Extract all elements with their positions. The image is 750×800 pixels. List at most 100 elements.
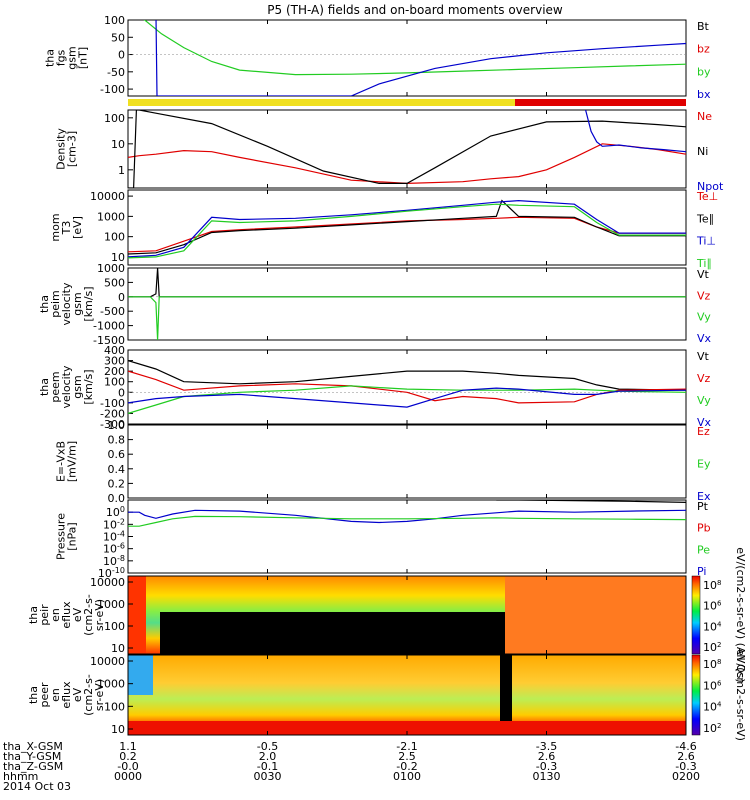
series-Npot xyxy=(585,110,686,153)
y-axis-label: en xyxy=(49,608,62,622)
y-tick-label: 100 xyxy=(104,112,125,125)
axis-tick-X: -2.1 xyxy=(396,740,417,753)
exponent: 4 xyxy=(717,620,722,628)
legend-label: Vz xyxy=(697,289,711,302)
exponent: -6 xyxy=(117,542,125,551)
axis-tick-hhmm: 0130 xyxy=(533,770,561,783)
series-Ni xyxy=(128,110,686,188)
panel-pressure: 10010-210-410-610-810-10Pressure[nPa]PtP… xyxy=(55,499,711,580)
y-axis-label: tha xyxy=(44,49,57,67)
legend-label: Vy xyxy=(697,311,711,324)
legend-label: Bt xyxy=(697,20,710,33)
y-tick-label: 100 xyxy=(104,376,125,389)
y-axis-label: Density xyxy=(55,128,68,170)
y-tick-label: 10000 xyxy=(90,576,125,589)
state-bar-red xyxy=(515,99,686,106)
series-Pt xyxy=(496,500,686,503)
axis-tick-X: -4.6 xyxy=(675,740,696,753)
axis-tick-X: -3.5 xyxy=(536,740,557,753)
y-axis-label: velocity xyxy=(60,282,73,325)
series-Vy xyxy=(128,385,686,414)
y-tick-label: 0 xyxy=(118,291,125,304)
series-Ti∥ xyxy=(128,203,686,259)
y-tick-label: 1000 xyxy=(97,598,125,611)
y-axis-label: [nT] xyxy=(77,47,90,69)
axis-tick-hhmm: 0100 xyxy=(393,770,421,783)
y-tick-label: 10000 xyxy=(90,190,125,203)
exponent: 8 xyxy=(717,579,721,587)
y-axis-label: eV xyxy=(71,607,84,622)
y-tick-label: 100 xyxy=(104,14,125,27)
panel-frame xyxy=(127,267,687,341)
colorbar-tick-label: 102 xyxy=(703,722,721,735)
y-axis-label: Pressure xyxy=(55,513,68,560)
y-axis-label: (cm2-s- xyxy=(82,594,95,636)
exponent: 2 xyxy=(717,722,721,730)
y-tick-label: 0 xyxy=(118,386,125,399)
axis-tick-hhmm: 0000 xyxy=(114,770,142,783)
heatmap-black-region xyxy=(160,612,510,654)
y-axis-label: peer xyxy=(38,682,51,708)
y-axis-label: sr-eV) xyxy=(93,599,106,631)
legend-label: Vz xyxy=(697,372,711,385)
series-Ti⊥ xyxy=(128,199,686,258)
legend-label: Ne xyxy=(697,110,712,123)
y-tick-label: 0.8 xyxy=(108,434,126,447)
colorbar-tick-label: 104 xyxy=(703,620,722,633)
y-axis-label: mom xyxy=(49,213,62,241)
axis-row-label: tha_Z-GSM xyxy=(3,760,63,773)
axis-row-label: tha_Y-GSM xyxy=(3,750,61,763)
panel-frame xyxy=(127,19,687,97)
legend-label: Ti∥ xyxy=(696,257,712,270)
legend-label: Vt xyxy=(697,268,710,281)
colorbar-tick-label: 102 xyxy=(703,641,721,654)
exponent: 2 xyxy=(717,641,721,649)
y-tick-label: 300 xyxy=(104,355,125,368)
y-tick-label: 1.0 xyxy=(108,419,126,432)
legend-label: Pb xyxy=(697,522,711,535)
y-axis-label: T3 xyxy=(60,221,73,236)
y-tick-label: 50 xyxy=(111,31,125,44)
y-axis-label: (cm2-s- xyxy=(82,674,95,716)
axis-tick-Z: -0.3 xyxy=(536,760,557,773)
axis-row-label: hhmm xyxy=(3,770,38,783)
y-tick-label: 400 xyxy=(104,344,125,357)
y-tick-label: 0.4 xyxy=(108,463,126,476)
exponent: -8 xyxy=(117,554,125,563)
y-tick-label: -200 xyxy=(100,407,125,420)
axis-tick-Y: 0.2 xyxy=(119,750,137,763)
legend-label: Pe xyxy=(697,543,710,556)
y-axis-label: peem xyxy=(49,371,62,402)
axis-tick-X: 1.1 xyxy=(119,740,137,753)
axis-tick-Y: 2.6 xyxy=(677,750,695,763)
legend-label: Pi xyxy=(697,565,706,578)
y-axis-label: tha xyxy=(27,606,40,624)
axis-tick-Y: 2.5 xyxy=(398,750,416,763)
y-tick-label: -1000 xyxy=(93,320,125,333)
legend-label: bz xyxy=(697,43,710,56)
exponent: -10 xyxy=(112,566,125,575)
series-Ne xyxy=(128,143,686,185)
y-tick-label: -100 xyxy=(100,397,125,410)
y-tick-label: 10 xyxy=(111,723,125,736)
y-tick-label: 200 xyxy=(104,365,125,378)
heatmap-black-column xyxy=(500,655,512,735)
y-tick-label: 1000 xyxy=(97,262,125,275)
axis-row-label: tha_X-GSM xyxy=(3,740,63,753)
y-axis-label: [eV] xyxy=(71,216,84,239)
exponent: 6 xyxy=(717,679,722,687)
axis-tick-hhmm: 0200 xyxy=(672,770,700,783)
axis-tick-hhmm: 0030 xyxy=(254,770,282,783)
axis-tick-Z: -0.1 xyxy=(257,760,278,773)
legend-label: Vx xyxy=(697,332,712,345)
y-tick-label: 0.2 xyxy=(108,477,126,490)
series-Pe xyxy=(128,515,686,527)
y-tick-label: 10 xyxy=(111,251,125,264)
axis-tick-Y: 2.6 xyxy=(538,750,556,763)
